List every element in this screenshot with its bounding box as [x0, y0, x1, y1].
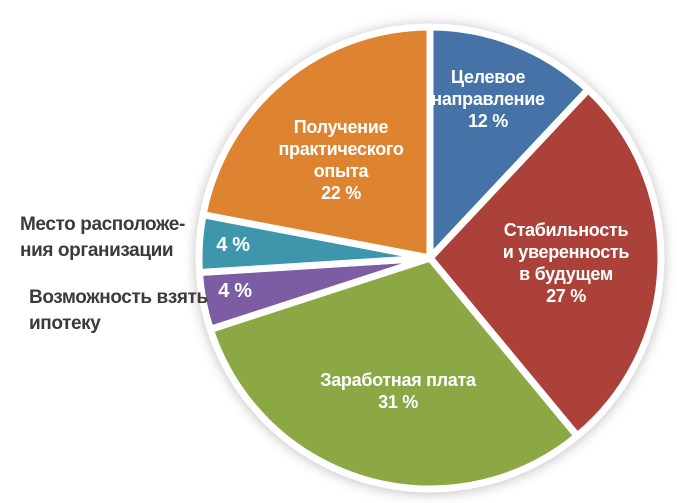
callout-line: ипотеку [29, 313, 101, 334]
pie-slice-label-5: 4 % [216, 234, 250, 256]
pie-slice-3 [206, 254, 581, 493]
callout-line: Место расположе- [20, 214, 185, 235]
pie-slice-label-6: Получение практического опыта 22 % [278, 117, 403, 203]
callout-line: Возможность взять [29, 287, 208, 308]
pie-slices-group [195, 23, 665, 493]
callout-line: ния организации [20, 240, 174, 261]
pie-slice-1 [426, 23, 592, 262]
callout-org-location: Место расположе-ния организации [20, 212, 185, 264]
pie-slice-label-2: Стабильность и уверенность в будущем 27 % [503, 220, 630, 306]
pie-slice-6 [199, 23, 434, 262]
pie-labels-group: Целевое направление 12 % Стабильность и увер… [216, 67, 630, 412]
pie-slice-label-4: 4 % [218, 280, 252, 302]
pie-slice-2 [426, 86, 665, 440]
pie-slice-label-3: Заработная плата 31 % [320, 370, 477, 412]
pie-slice-label-1: Целевое направление 12 % [431, 67, 545, 131]
callout-mortgage: Возможность взять ипотеку [29, 285, 208, 337]
